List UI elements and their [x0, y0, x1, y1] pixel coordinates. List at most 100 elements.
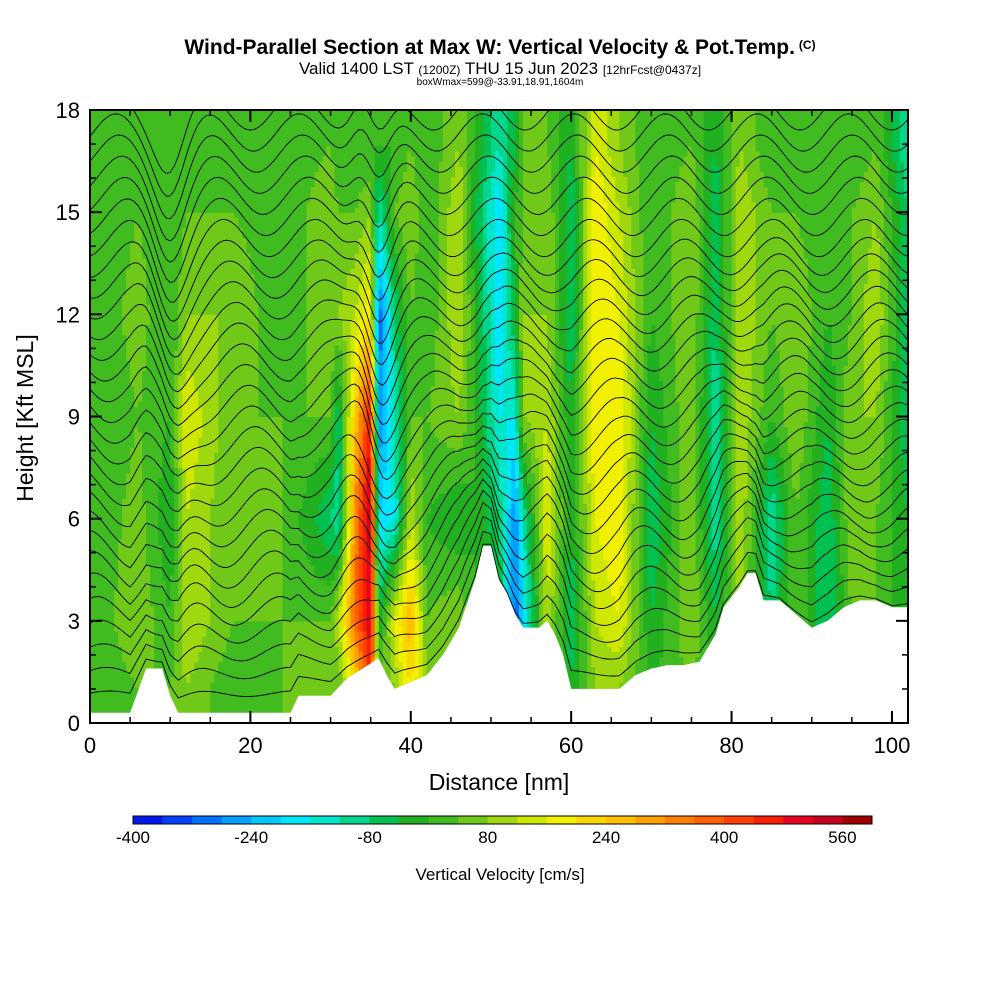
velocity-cell — [154, 135, 159, 142]
velocity-cell — [218, 201, 223, 208]
velocity-cell — [154, 125, 159, 131]
velocity-cell — [238, 472, 243, 479]
velocity-cell — [138, 365, 143, 372]
velocity-cell — [162, 181, 167, 188]
velocity-cell — [210, 615, 215, 622]
velocity-cell — [158, 227, 163, 234]
velocity-cell — [138, 671, 143, 678]
velocity-cell — [106, 334, 111, 341]
velocity-cell — [98, 350, 103, 356]
velocity-cell — [174, 115, 179, 121]
velocity-cell — [194, 442, 199, 448]
velocity-cell — [166, 641, 171, 647]
velocity-cell — [118, 493, 123, 499]
velocity-cell — [174, 610, 179, 617]
velocity-cell — [162, 314, 167, 320]
velocity-cell — [102, 697, 107, 704]
velocity-cell — [210, 181, 215, 188]
velocity-cell — [178, 600, 183, 607]
velocity-cell — [134, 201, 139, 208]
velocity-cell — [194, 135, 199, 142]
velocity-cell — [114, 273, 119, 280]
velocity-cell — [126, 421, 131, 428]
velocity-cell — [210, 334, 215, 341]
velocity-cell — [158, 145, 163, 152]
velocity-cell — [154, 304, 159, 310]
velocity-cell — [242, 278, 247, 285]
velocity-cell — [102, 406, 107, 412]
velocity-cell — [146, 472, 151, 479]
velocity-cell — [114, 380, 119, 387]
velocity-cell — [206, 370, 211, 377]
velocity-cell — [242, 375, 247, 382]
velocity-cell — [98, 564, 103, 571]
velocity-cell — [178, 181, 183, 188]
velocity-cell — [90, 375, 95, 382]
velocity-cell — [118, 391, 123, 397]
velocity-cell — [234, 625, 239, 632]
velocity-cell — [226, 600, 231, 607]
velocity-cell — [214, 278, 219, 285]
velocity-cell — [90, 217, 95, 223]
velocity-cell — [106, 268, 111, 275]
velocity-cell — [218, 442, 223, 448]
velocity-cell — [186, 661, 191, 668]
velocity-cell — [210, 467, 215, 474]
velocity-cell — [158, 396, 163, 402]
velocity-cell — [222, 416, 227, 423]
velocity-cell — [134, 176, 139, 183]
velocity-cell — [142, 401, 147, 407]
velocity-cell — [150, 605, 155, 612]
velocity-cell — [242, 646, 247, 653]
velocity-cell — [142, 227, 147, 234]
velocity-cell — [94, 401, 99, 407]
velocity-cell — [242, 549, 247, 555]
velocity-cell — [102, 544, 107, 550]
velocity-cell — [190, 299, 195, 305]
velocity-cell — [242, 150, 247, 157]
velocity-cell — [214, 130, 219, 137]
velocity-cell — [234, 528, 239, 535]
velocity-cell — [206, 615, 211, 622]
velocity-cell — [174, 661, 179, 668]
velocity-cell — [146, 145, 151, 152]
velocity-cell — [222, 334, 227, 341]
velocity-cell — [214, 421, 219, 428]
velocity-cell — [194, 452, 199, 458]
velocity-cell — [102, 396, 107, 402]
velocity-cell — [102, 263, 107, 269]
velocity-cell — [134, 345, 139, 351]
velocity-cell — [178, 620, 183, 627]
velocity-cell — [106, 304, 111, 310]
velocity-cell — [226, 528, 231, 535]
velocity-cell — [138, 431, 143, 438]
velocity-cell — [162, 145, 167, 152]
velocity-cell — [138, 304, 143, 310]
velocity-cell — [198, 488, 203, 494]
velocity-cell — [182, 196, 187, 203]
velocity-cell — [122, 370, 127, 377]
velocity-cell — [90, 462, 95, 469]
velocity-cell — [102, 242, 107, 249]
velocity-cell — [102, 345, 107, 351]
velocity-cell — [106, 462, 111, 469]
velocity-cell — [94, 554, 99, 561]
velocity-cell — [226, 263, 231, 269]
velocity-cell — [142, 595, 147, 601]
velocity-cell — [158, 375, 163, 382]
velocity-cell — [150, 171, 155, 177]
velocity-cell — [174, 503, 179, 509]
velocity-cell — [170, 145, 175, 152]
velocity-cell — [154, 370, 159, 377]
velocity-cell — [214, 656, 219, 663]
velocity-cell — [102, 110, 107, 116]
velocity-cell — [154, 600, 159, 607]
velocity-cell — [98, 528, 103, 535]
velocity-cell — [238, 171, 243, 177]
velocity-cell — [114, 130, 119, 137]
velocity-cell — [118, 191, 123, 198]
velocity-cell — [238, 370, 243, 377]
velocity-cell — [146, 554, 151, 561]
velocity-cell — [162, 651, 167, 658]
velocity-cell — [218, 416, 223, 423]
